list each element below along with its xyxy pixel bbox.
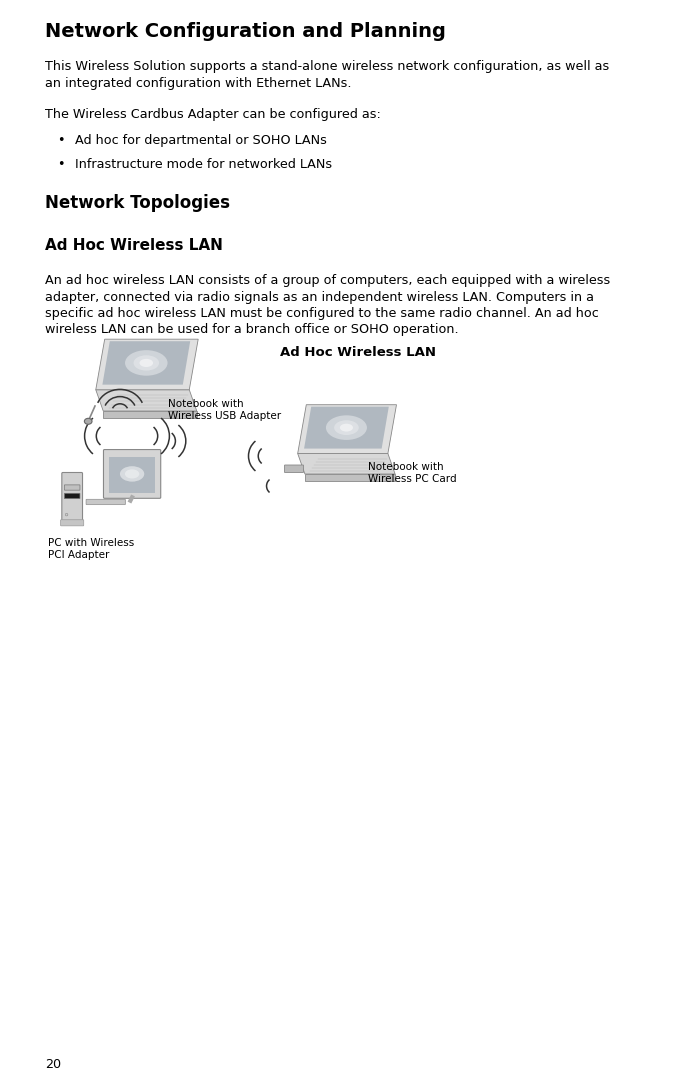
Ellipse shape	[120, 466, 144, 482]
Polygon shape	[96, 340, 198, 390]
Text: This Wireless Solution supports a stand-alone wireless network configuration, as: This Wireless Solution supports a stand-…	[45, 60, 609, 89]
Text: The Wireless Cardbus Adapter can be configured as:: The Wireless Cardbus Adapter can be conf…	[45, 108, 381, 121]
FancyBboxPatch shape	[285, 465, 303, 472]
Polygon shape	[103, 411, 197, 418]
Ellipse shape	[334, 420, 359, 436]
Text: Network Topologies: Network Topologies	[45, 194, 230, 212]
Polygon shape	[298, 454, 395, 474]
FancyBboxPatch shape	[86, 499, 125, 505]
FancyBboxPatch shape	[61, 472, 82, 522]
FancyBboxPatch shape	[61, 520, 84, 526]
Polygon shape	[102, 342, 190, 385]
Text: Notebook with
Wireless PC Card: Notebook with Wireless PC Card	[368, 462, 457, 484]
FancyBboxPatch shape	[64, 485, 80, 490]
Ellipse shape	[340, 424, 353, 431]
Ellipse shape	[133, 356, 159, 371]
Polygon shape	[305, 474, 395, 481]
Text: •: •	[57, 158, 64, 171]
Text: Ad Hoc Wireless LAN: Ad Hoc Wireless LAN	[45, 238, 223, 253]
Ellipse shape	[84, 418, 92, 425]
Text: Ad Hoc Wireless LAN: Ad Hoc Wireless LAN	[280, 346, 436, 359]
Text: Infrastructure mode for networked LANs: Infrastructure mode for networked LANs	[75, 158, 332, 171]
Ellipse shape	[125, 350, 167, 375]
Text: Ad hoc for departmental or SOHO LANs: Ad hoc for departmental or SOHO LANs	[75, 134, 327, 147]
Text: An ad hoc wireless LAN consists of a group of computers, each equipped with a wi: An ad hoc wireless LAN consists of a gro…	[45, 274, 610, 336]
Polygon shape	[298, 404, 397, 454]
FancyBboxPatch shape	[64, 494, 80, 499]
FancyBboxPatch shape	[104, 450, 161, 498]
Polygon shape	[96, 390, 197, 411]
Polygon shape	[304, 406, 389, 448]
Circle shape	[65, 513, 68, 516]
Polygon shape	[381, 406, 389, 448]
Text: Notebook with
Wireless USB Adapter: Notebook with Wireless USB Adapter	[168, 399, 281, 421]
Text: Network Configuration and Planning: Network Configuration and Planning	[45, 22, 446, 41]
Text: 20: 20	[45, 1058, 61, 1072]
Ellipse shape	[125, 469, 140, 479]
Polygon shape	[108, 457, 155, 493]
Text: PC with Wireless
PCI Adapter: PC with Wireless PCI Adapter	[48, 538, 134, 561]
Ellipse shape	[140, 359, 153, 367]
Polygon shape	[183, 342, 190, 385]
Ellipse shape	[326, 415, 367, 440]
Text: •: •	[57, 134, 64, 147]
